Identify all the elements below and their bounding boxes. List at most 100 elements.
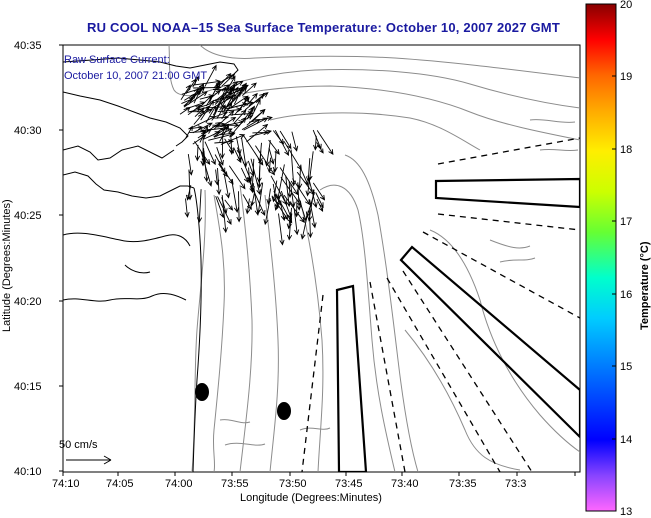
y-tick-labels: 40:35 40:30 40:25 40:20 40:15 40:10 — [14, 40, 42, 478]
current-arrow — [192, 122, 213, 134]
contour-line — [489, 239, 536, 263]
current-arrow — [185, 185, 192, 201]
coastline-shore — [63, 293, 187, 302]
coastline-shore — [124, 264, 151, 274]
x-axis-label: Longitude (Degrees:Minutes) — [240, 492, 382, 504]
colorbar-tick-label: 16 — [620, 289, 632, 301]
x-tick-label: 73:40 — [391, 478, 419, 490]
current-arrow — [266, 188, 272, 205]
current-arrow — [279, 130, 292, 150]
current-arrow — [201, 148, 207, 165]
dashed-line — [422, 231, 580, 319]
colorbar — [585, 3, 617, 512]
current-arrow — [246, 108, 266, 126]
current-arrow — [272, 183, 280, 209]
colorbar-tick-label: 14 — [620, 434, 632, 446]
colorbar-tick-label: 18 — [620, 144, 632, 156]
current-arrow — [307, 176, 318, 209]
current-arrow — [188, 87, 199, 105]
contour-line — [529, 119, 579, 152]
current-arrow — [233, 109, 247, 124]
current-arrow — [293, 208, 300, 236]
current-arrow — [242, 134, 264, 166]
current-arrow — [196, 189, 203, 224]
current-arrow — [189, 125, 203, 130]
y-tick-label: 40:10 — [14, 466, 42, 478]
bathymetry-contours — [168, 45, 580, 472]
contour-line — [199, 45, 580, 79]
current-arrow — [200, 151, 213, 187]
track-polygon — [434, 177, 580, 209]
current-arrow — [216, 72, 232, 89]
current-arrow — [278, 213, 285, 246]
current-arrow — [244, 93, 265, 111]
current-arrow — [246, 123, 269, 143]
y-axis-label: Latitude (Degrees:Minutes) — [1, 199, 13, 332]
y-tick-label: 40:25 — [14, 210, 42, 222]
current-vectors — [179, 64, 334, 246]
colorbar-tick-label: 13 — [620, 506, 632, 518]
buoy-marker — [195, 383, 209, 401]
x-tick-label: 73:50 — [279, 478, 307, 490]
current-arrow — [256, 166, 263, 189]
contour-line — [299, 199, 324, 472]
colorbar-tick-label: 17 — [620, 216, 632, 228]
current-arrow — [208, 132, 236, 141]
current-arrow — [297, 165, 303, 190]
current-arrow — [255, 145, 275, 176]
current-arrow — [212, 122, 227, 128]
y-tick-label: 40:20 — [14, 296, 42, 308]
current-arrow — [250, 193, 255, 207]
scale-arrow — [66, 455, 112, 465]
current-arrow — [256, 182, 264, 215]
current-arrow — [251, 98, 261, 117]
current-arrow — [194, 141, 211, 165]
current-arrow — [241, 82, 257, 97]
x-tick-label: 73:35 — [449, 478, 477, 490]
scale-label: 50 cm/s — [59, 439, 98, 451]
current-arrow — [250, 158, 262, 196]
contour-line — [168, 45, 580, 109]
current-arrow — [219, 125, 230, 142]
x-tick-label: 74:10 — [52, 478, 80, 490]
contour-line — [239, 184, 253, 472]
colorbar-tick-labels: 20 19 18 17 16 15 14 13 — [620, 0, 632, 518]
track-polygon — [335, 284, 368, 472]
current-arrow — [283, 194, 305, 224]
contour-line — [344, 154, 419, 472]
current-arrow — [226, 75, 236, 92]
contour-line — [264, 194, 279, 472]
current-arrow — [183, 91, 208, 108]
current-arrow — [223, 116, 237, 126]
y-tick-label: 40:30 — [14, 125, 42, 137]
contour-line — [212, 194, 225, 472]
current-arrow — [214, 154, 226, 174]
current-arrow — [241, 118, 261, 130]
current-arrow — [245, 198, 251, 215]
current-arrow — [223, 173, 231, 199]
colorbar-tick-label: 19 — [620, 71, 632, 83]
colorbar-tick-label: 20 — [620, 0, 632, 11]
annotation-line-1: Raw Surface Current: — [64, 54, 170, 66]
current-arrow — [185, 78, 197, 94]
dashed-line — [402, 270, 533, 472]
current-arrow — [268, 147, 275, 165]
current-arrow — [217, 107, 243, 113]
current-arrow — [280, 176, 302, 207]
current-arrow — [216, 86, 234, 101]
contour-line — [429, 229, 580, 453]
annotation-line-2: October 10, 2007 21:00 GMT — [64, 70, 207, 82]
coastline-shore — [63, 145, 175, 161]
current-arrow — [224, 138, 235, 154]
current-arrow — [286, 212, 292, 230]
colorbar-ticks — [612, 3, 616, 512]
map-title: RU COOL NOAA–15 Sea Surface Temperature:… — [87, 20, 560, 35]
dashed-line — [386, 277, 501, 472]
current-arrow — [184, 198, 190, 218]
current-arrow — [214, 84, 230, 95]
dashed-line — [437, 137, 580, 165]
current-arrow — [290, 184, 296, 208]
current-arrow — [246, 92, 258, 106]
current-arrow — [216, 167, 222, 196]
